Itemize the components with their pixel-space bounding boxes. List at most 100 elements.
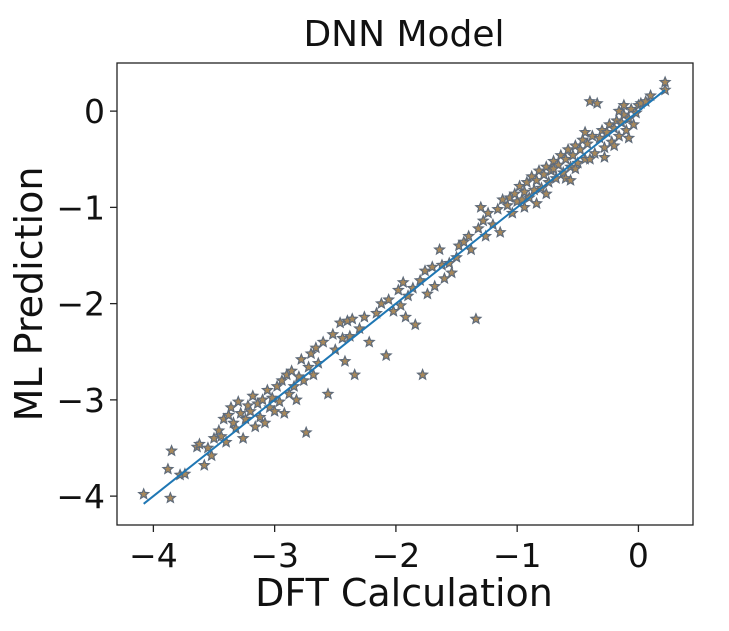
data-point: [428, 279, 442, 292]
data-point: [302, 360, 316, 373]
y-tick-label: −3: [56, 381, 105, 420]
data-point: [590, 96, 604, 109]
data-point: [294, 352, 308, 365]
data-point: [588, 146, 602, 159]
data-point: [345, 312, 359, 325]
data-point: [433, 242, 447, 256]
data-point: [275, 373, 289, 387]
data-point: [163, 491, 177, 504]
data-point: [537, 167, 551, 181]
data-point: [401, 289, 415, 302]
data-point: [258, 416, 272, 429]
data-point: [474, 200, 488, 213]
y-axis-ticks: 0 −1 −2 −3 −4: [56, 92, 117, 516]
x-tick-label: −3: [250, 536, 299, 575]
data-point: [248, 420, 262, 433]
data-point: [212, 423, 226, 437]
fit-line: [143, 89, 666, 505]
data-point: [197, 458, 211, 471]
data-point: [396, 275, 410, 288]
data-point: [299, 425, 313, 439]
data-point: [469, 312, 483, 325]
data-point: [578, 125, 592, 138]
plot-area: [116, 62, 694, 526]
scatter-points: [137, 75, 672, 504]
data-point: [287, 379, 301, 392]
x-tick-label: −2: [372, 536, 421, 575]
data-point: [270, 379, 284, 392]
data-point: [627, 117, 641, 131]
data-point: [265, 391, 279, 404]
x-tick-label: −1: [493, 536, 542, 575]
data-point: [391, 283, 405, 296]
data-point: [226, 416, 240, 429]
data-point: [658, 75, 672, 88]
data-point: [382, 292, 396, 306]
data-point: [658, 83, 672, 96]
data-point: [256, 393, 269, 406]
data-point: [201, 441, 215, 454]
data-point: [450, 250, 463, 263]
y-tick-label: −2: [56, 285, 105, 324]
data-point: [617, 98, 631, 111]
data-point: [420, 287, 434, 300]
data-point: [559, 152, 573, 165]
y-tick-label: −1: [56, 188, 105, 227]
data-point: [471, 221, 485, 235]
data-point: [520, 175, 534, 188]
data-point: [505, 206, 519, 219]
data-point: [408, 317, 422, 331]
y-axis-label: ML Prediction: [7, 167, 51, 422]
x-axis-label: DFT Calculation: [255, 571, 553, 615]
data-point: [612, 104, 626, 117]
data-point: [178, 467, 192, 480]
data-point: [457, 235, 471, 248]
x-axis-ticks: −4 −3 −2 −1 0: [129, 525, 649, 575]
data-point: [316, 335, 330, 348]
data-point: [416, 368, 430, 381]
data-point: [425, 260, 439, 273]
data-point: [362, 335, 376, 348]
data-point: [231, 395, 245, 408]
data-point: [568, 162, 582, 175]
data-point: [500, 198, 514, 211]
data-point: [622, 131, 636, 144]
data-point: [581, 137, 594, 150]
data-point: [353, 321, 366, 335]
data-point: [639, 94, 653, 108]
data-point: [476, 214, 490, 227]
data-point: [445, 266, 459, 279]
data-point: [304, 346, 318, 360]
data-point: [285, 364, 299, 377]
data-point: [268, 404, 282, 417]
data-point: [277, 406, 291, 419]
data-point: [260, 383, 274, 396]
data-point: [564, 173, 577, 186]
data-point: [491, 202, 505, 215]
data-point: [547, 162, 561, 175]
data-point: [539, 187, 553, 200]
data-point: [598, 150, 611, 163]
data-point: [374, 296, 388, 310]
data-point: [644, 88, 658, 102]
data-point: [481, 206, 495, 219]
data-point: [583, 94, 597, 108]
data-point: [583, 152, 597, 165]
data-point: [343, 329, 357, 342]
data-point: [321, 387, 335, 400]
data-point: [236, 431, 250, 444]
data-point: [137, 487, 151, 500]
data-point: [348, 368, 362, 381]
x-tick-label: 0: [628, 536, 649, 575]
data-point: [246, 389, 260, 402]
plot-frame: [116, 62, 694, 526]
data-point: [517, 185, 531, 198]
data-point: [234, 406, 248, 419]
data-point: [222, 408, 236, 421]
data-point: [161, 462, 175, 475]
data-point: [530, 196, 544, 210]
data-point: [399, 310, 413, 323]
data-point: [493, 225, 507, 238]
